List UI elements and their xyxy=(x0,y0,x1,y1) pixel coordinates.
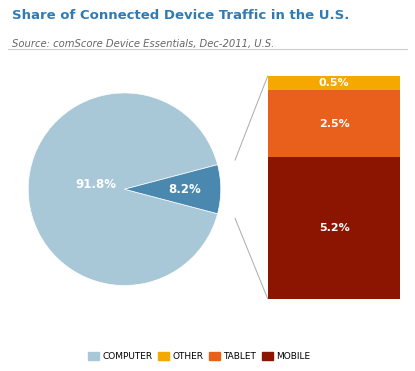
Wedge shape xyxy=(28,93,217,286)
Text: 5.2%: 5.2% xyxy=(319,223,349,233)
Wedge shape xyxy=(124,165,221,214)
Text: Share of Connected Device Traffic in the U.S.: Share of Connected Device Traffic in the… xyxy=(12,9,350,22)
Bar xyxy=(268,76,400,90)
Text: 2.5%: 2.5% xyxy=(319,119,349,129)
Text: Source: comScore Device Essentials, Dec-2011, U.S.: Source: comScore Device Essentials, Dec-… xyxy=(12,39,275,49)
Text: 91.8%: 91.8% xyxy=(75,178,116,191)
Bar xyxy=(268,90,400,158)
Legend: COMPUTER, OTHER, TABLET, MOBILE: COMPUTER, OTHER, TABLET, MOBILE xyxy=(85,348,314,365)
Text: 0.5%: 0.5% xyxy=(319,78,349,88)
Text: 8.2%: 8.2% xyxy=(168,183,200,196)
Bar xyxy=(268,158,400,299)
